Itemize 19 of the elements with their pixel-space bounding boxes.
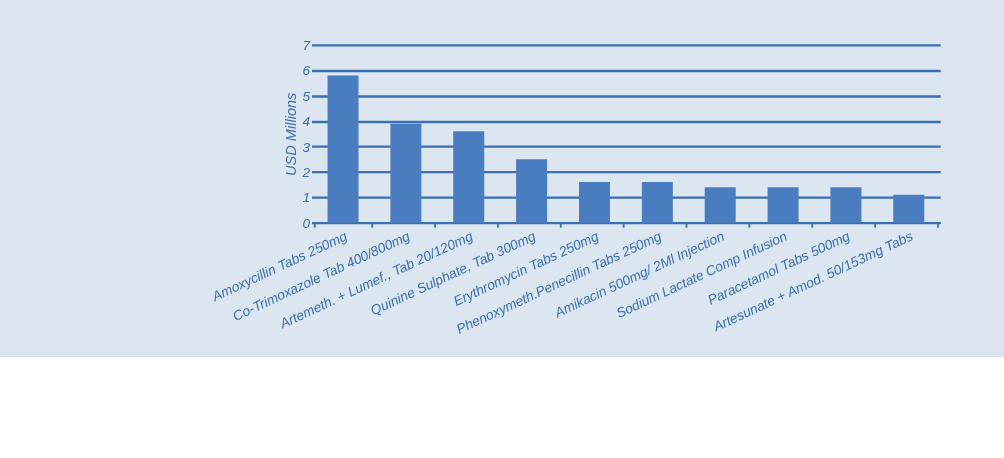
bar <box>830 187 862 223</box>
y-tick-label: 6 <box>302 63 311 79</box>
bar <box>578 182 610 223</box>
y-axis-title: USD Millions <box>283 92 300 176</box>
y-tick-label: 4 <box>302 114 311 130</box>
bar <box>516 159 548 223</box>
y-tick-label: 2 <box>301 164 311 180</box>
y-tick-label: 7 <box>302 38 312 54</box>
y-tick-label: 3 <box>302 139 311 155</box>
bar <box>767 187 799 223</box>
bar <box>327 75 359 223</box>
bar <box>641 182 673 223</box>
bar <box>453 131 485 223</box>
bar <box>704 187 736 223</box>
y-tick-label: 1 <box>302 190 311 206</box>
bar <box>390 123 422 223</box>
y-tick-label: 0 <box>302 215 311 231</box>
y-tick-label: 5 <box>302 88 311 104</box>
bar <box>893 194 925 223</box>
